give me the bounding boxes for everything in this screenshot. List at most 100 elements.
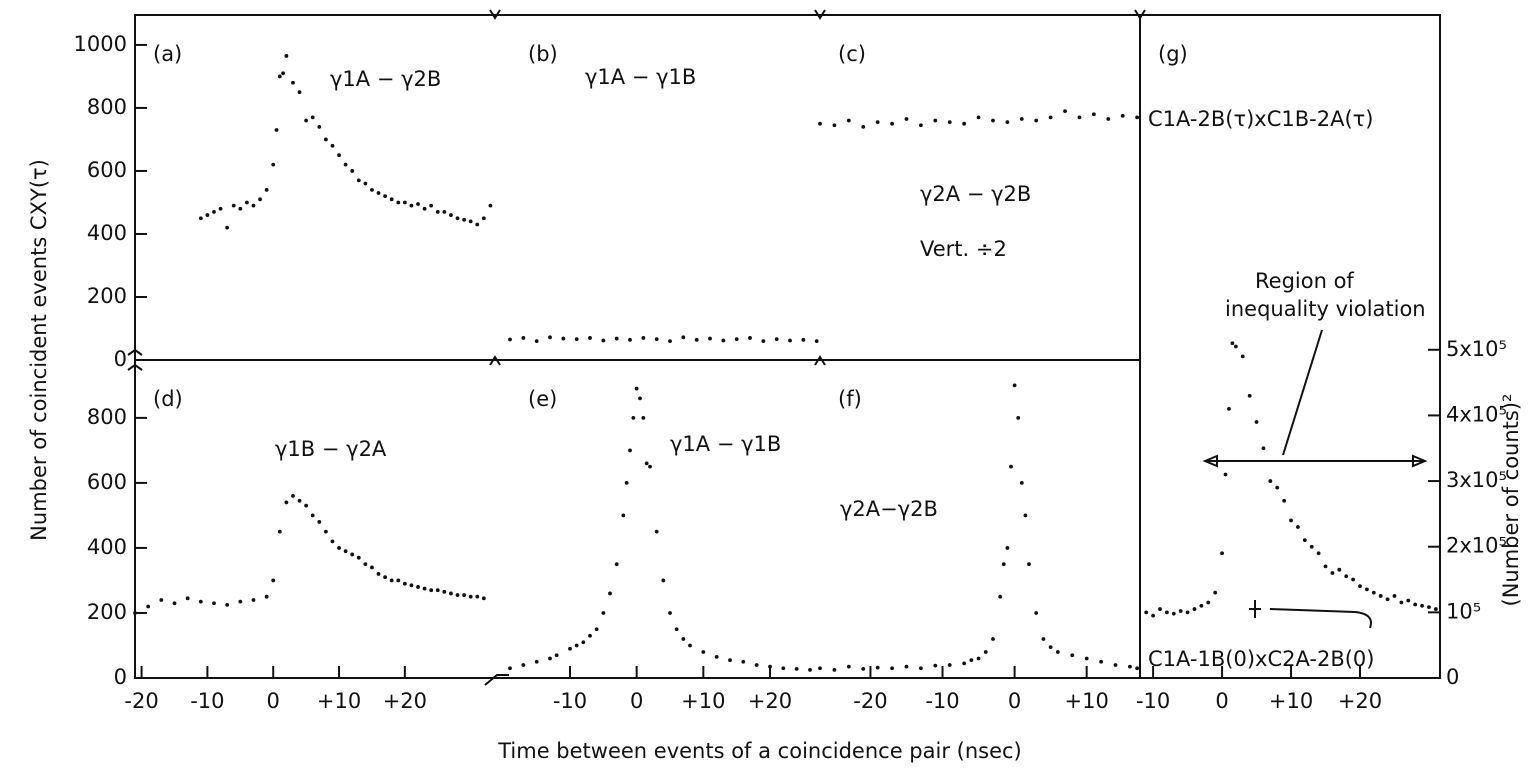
x-tick-label: +20 — [383, 689, 427, 713]
panel-label: (e) — [528, 387, 557, 411]
annotation: γ1A − γ1B — [585, 65, 696, 89]
data-point — [449, 591, 453, 596]
data-point — [890, 666, 894, 671]
data-point — [271, 162, 276, 167]
data-point — [1164, 610, 1169, 615]
data-point — [1005, 546, 1010, 550]
data-point — [621, 513, 626, 518]
data-point — [317, 520, 322, 524]
data-point — [1385, 597, 1390, 602]
data-point — [1206, 600, 1211, 605]
y-tick-label: 400 — [87, 221, 127, 245]
data-point — [814, 339, 819, 343]
data-point — [449, 213, 453, 217]
data-point — [422, 586, 427, 591]
data-point — [688, 643, 692, 648]
data-point — [1128, 664, 1132, 669]
data-point — [1316, 551, 1321, 556]
data-point — [1230, 341, 1235, 346]
data-point — [761, 339, 766, 343]
pointer — [1269, 608, 1372, 629]
data-point — [1309, 544, 1314, 549]
data-point — [442, 210, 447, 214]
y-axis-label: Number of coincident events CXY(τ) — [27, 159, 51, 541]
data-point — [962, 661, 967, 666]
data-point — [330, 143, 335, 148]
data-point — [1247, 393, 1252, 398]
data-point — [468, 219, 473, 224]
data-point — [429, 203, 434, 208]
data-point — [1420, 603, 1424, 608]
data-point — [402, 200, 407, 205]
data-point — [350, 169, 355, 173]
data-point — [402, 581, 407, 586]
data-point — [389, 197, 394, 202]
data-point — [832, 667, 837, 672]
data-point — [534, 339, 539, 343]
y2-tick-label: 4x10⁵ — [1446, 402, 1507, 426]
data-point — [225, 225, 230, 230]
y-tick-label: 600 — [87, 158, 127, 182]
data-point — [1433, 607, 1438, 611]
axis-break — [127, 9, 1146, 686]
data-point — [330, 539, 335, 544]
x-tick-label: +10 — [681, 689, 725, 713]
data-point — [681, 637, 686, 641]
data-point — [251, 598, 256, 602]
data-point — [1364, 587, 1369, 592]
y-tick-label: 800 — [87, 405, 127, 429]
annotation: γ2A−γ2B — [840, 497, 938, 521]
annotation: C1A-1B(0)xC2A-2B(0) — [1148, 647, 1374, 671]
data-point — [708, 336, 712, 341]
data-point — [1034, 611, 1039, 615]
data-point — [370, 187, 374, 192]
data-point — [1275, 485, 1280, 490]
data-point — [1413, 602, 1418, 607]
data-point — [198, 599, 203, 604]
data-point — [574, 337, 579, 342]
data-point — [462, 217, 466, 222]
data-point — [442, 589, 447, 594]
data-point — [304, 503, 309, 508]
data-point — [614, 562, 619, 567]
data-point — [481, 596, 486, 601]
data-point — [1027, 562, 1031, 567]
data-point — [594, 627, 599, 632]
y-tick-label: 200 — [87, 600, 127, 624]
y2-tick-label: 0 — [1446, 665, 1459, 689]
y-tick-label: 800 — [87, 95, 127, 119]
data-point — [588, 336, 592, 340]
data-point — [875, 665, 880, 670]
data-point — [488, 203, 493, 208]
data-point — [310, 115, 315, 120]
data-point — [588, 633, 592, 638]
data-point — [297, 90, 302, 95]
data-point — [218, 206, 223, 211]
data-point — [846, 664, 851, 669]
x-tick-label: -10 — [190, 689, 224, 713]
data-point — [933, 663, 938, 668]
data-point — [846, 118, 851, 123]
data-point — [808, 667, 812, 672]
data-point — [654, 529, 659, 534]
data-point — [264, 594, 269, 599]
data-point — [435, 210, 440, 214]
data-point — [337, 153, 341, 158]
data-point — [861, 124, 866, 129]
data-point — [1268, 479, 1273, 483]
data-point — [1192, 607, 1197, 611]
data-point — [396, 200, 401, 205]
data-point — [317, 124, 322, 129]
data-point — [983, 650, 988, 654]
panel-label: (c) — [838, 42, 866, 66]
data-point — [1023, 513, 1028, 518]
data-point — [661, 578, 666, 583]
data-point — [861, 666, 866, 671]
data-point — [1344, 574, 1349, 579]
data-point — [721, 338, 726, 343]
plot-frame — [134, 14, 1441, 679]
y-tick-label: 1000 — [74, 32, 127, 56]
data-point — [548, 656, 552, 661]
data-point — [212, 601, 216, 606]
